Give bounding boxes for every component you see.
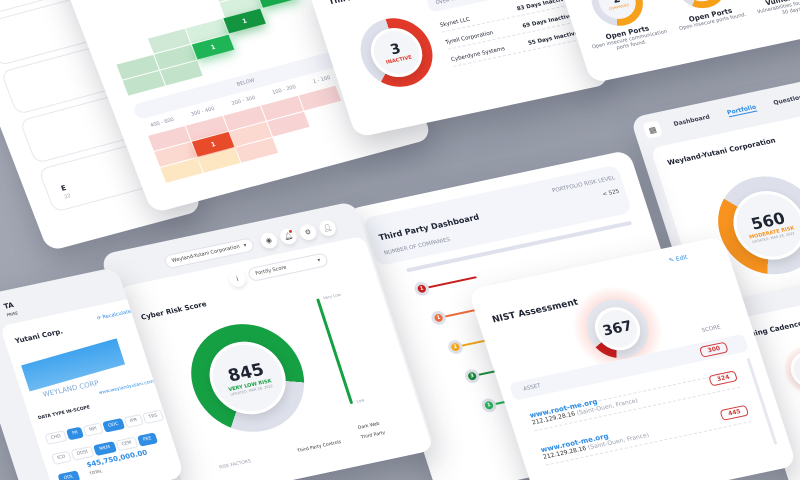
card-title: NIST Assessment [491, 297, 580, 326]
chip-ipr[interactable]: IPR [123, 413, 144, 429]
chip-trs[interactable]: TRS [142, 409, 165, 425]
chip-mkm[interactable]: MKM [93, 441, 117, 457]
apps-grid-icon[interactable]: ▦ [642, 120, 663, 139]
axis-label: 400 - 600 [149, 116, 175, 129]
tab-questionnaire[interactable]: Questionnaire [772, 90, 800, 107]
company-name: Yutani Corp. [14, 327, 64, 346]
company-count-pin[interactable]: 3 [463, 368, 482, 385]
company-count-pin[interactable]: 2 [446, 338, 465, 356]
chip-odc[interactable]: ODC [101, 417, 126, 433]
chevron-down-icon: ▾ [243, 242, 248, 249]
inactive-days: 69 Days Inactive [521, 13, 574, 30]
inactive-days: 55 Days Inactive [527, 30, 580, 47]
company-title: Weyland-Yutani Corporation [666, 136, 777, 167]
risk-scale-bar [316, 298, 354, 405]
axis-label: 300 - 400 [190, 105, 216, 118]
axis-label: 100 - 200 [271, 84, 297, 97]
score-type-value: Fortify Score [254, 264, 288, 277]
list-item-label: E [59, 184, 68, 193]
chip-npi[interactable]: NPI [82, 422, 104, 437]
bell-icon[interactable]: 🔔︎ [278, 227, 299, 246]
risk-factor[interactable]: Third Party [360, 430, 387, 441]
chip-ddsi[interactable]: DDSI [70, 445, 95, 461]
eye-icon[interactable]: ◉ [258, 231, 280, 250]
tab-dashboard[interactable]: Dashboard [672, 113, 711, 128]
company-website-link[interactable]: www.weylandyutani.com [98, 379, 155, 397]
port-item[interactable]: Open Ports Open insecure ports found. [653, 0, 752, 33]
company-count-pin[interactable]: 1 [429, 309, 448, 327]
score-column: SCORE [701, 324, 722, 335]
chip-cem[interactable]: CEM [115, 436, 139, 452]
risk-factors-label: RISK FACTORS [218, 459, 252, 471]
ports-count-label: COMPANIES [608, 2, 630, 11]
inactive-days: 83 Days Inactive [516, 0, 569, 13]
port-item[interactable]: 2 COMPANIES Open Ports Open insecure com… [570, 0, 671, 57]
risk-factor[interactable]: Dark Web [357, 421, 381, 431]
chevron-down-icon: ▾ [316, 257, 322, 264]
chip-chd[interactable]: CHD [44, 430, 68, 445]
chip-odl[interactable]: ODL [57, 470, 81, 480]
score-type-select[interactable]: Fortify Score ▾ [246, 252, 330, 283]
company-name: Skynet LLC [439, 16, 471, 29]
recalculate-button[interactable]: ⟳ Recalculate [96, 309, 132, 322]
company-count-pin[interactable]: 1 [412, 280, 431, 297]
company-count-pin[interactable]: 1 [479, 397, 499, 414]
scale-bottom-label: Low [355, 397, 366, 404]
edit-label: Edit [674, 253, 689, 263]
inactive-count-label: INACTIVE [385, 54, 413, 66]
asset-column: ASSET [522, 383, 542, 393]
list-item-sub: 22 [63, 193, 72, 201]
edit-button[interactable]: ✎ Edit [668, 254, 688, 265]
nist-score: 367 [600, 318, 635, 340]
gear-icon[interactable]: ⚙ [297, 222, 319, 242]
axis-label: 200 - 300 [230, 95, 257, 107]
company-name: Tyrell Corporation [444, 30, 495, 46]
company-select-value: Weyland-Yutani Corporation [171, 243, 241, 265]
scale-top-label: Very Low [322, 291, 342, 301]
chip-pee[interactable]: PEE [136, 432, 159, 447]
card-title: Third Parties Inactive [327, 0, 425, 6]
info-icon[interactable]: i [227, 269, 248, 289]
pin-line [427, 276, 477, 289]
tab-portfolio[interactable]: Portfolio [726, 103, 758, 118]
chip-pii[interactable]: PII [65, 426, 85, 441]
user-icon[interactable]: 👤︎ [317, 218, 338, 238]
brand-sub: PRISE [5, 310, 19, 318]
chip-icd[interactable]: ICD [50, 450, 72, 465]
card-title: Cyber Risk Score [140, 300, 208, 322]
heatmap-cell-active[interactable]: 1 [257, 0, 300, 8]
recalculate-label: Recalculate [101, 308, 133, 321]
axis-label: 1 - 100 [312, 74, 332, 86]
company-name: Cyberdyne Systems [450, 46, 506, 64]
brand-name: TA [2, 301, 15, 311]
risk-factor[interactable]: Third Party Controls [296, 440, 343, 455]
